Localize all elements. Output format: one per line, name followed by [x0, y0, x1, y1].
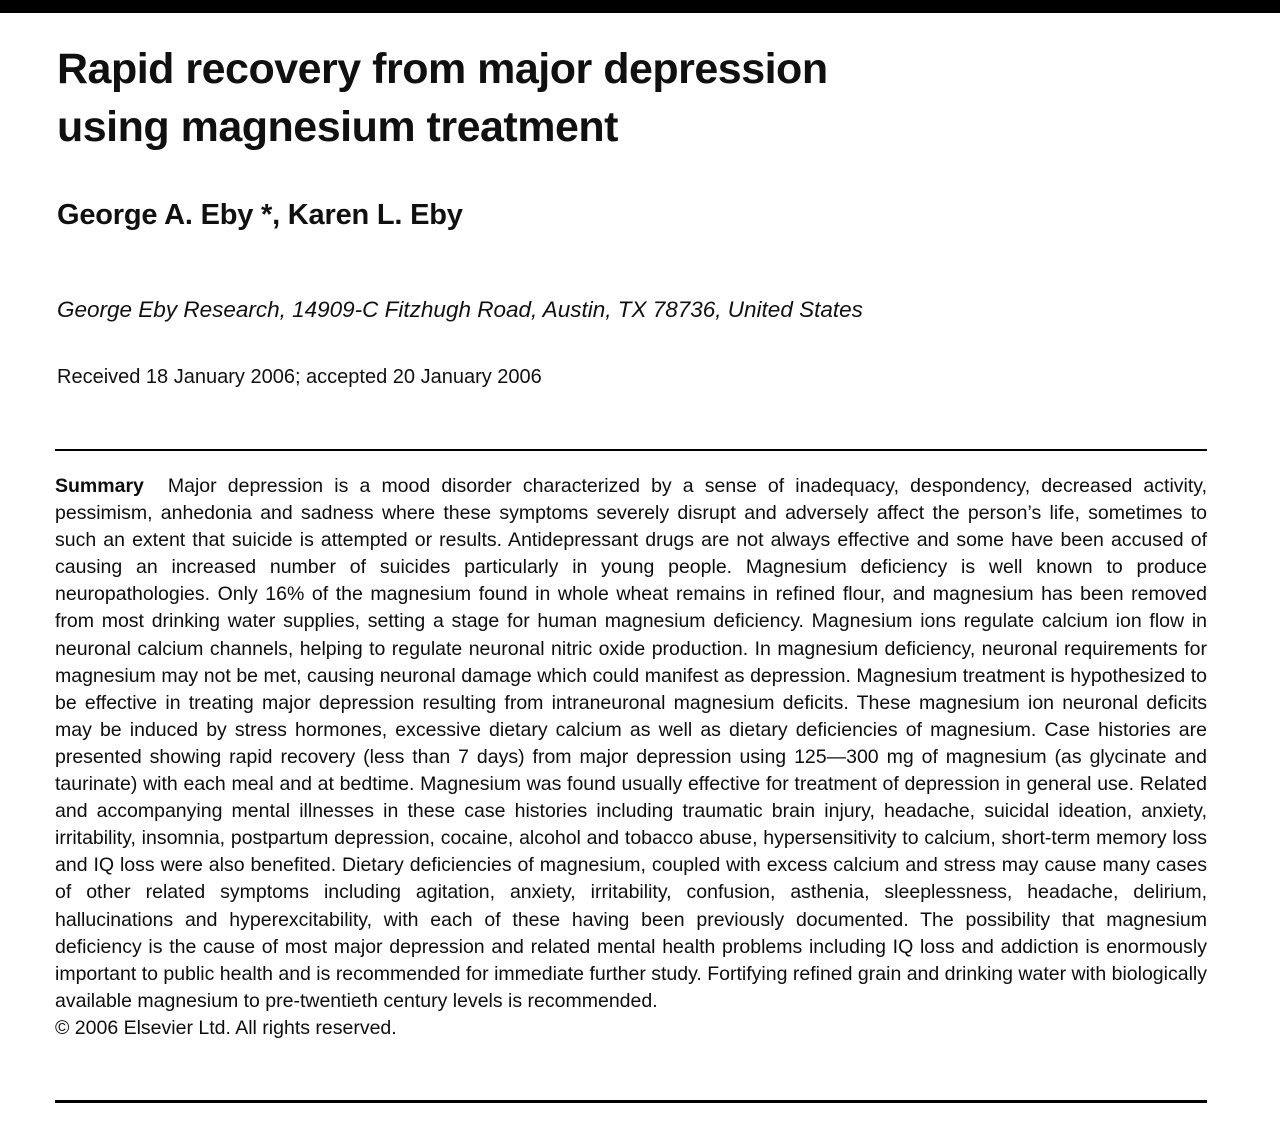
authors-line: George A. Eby *, Karen L. Eby	[57, 199, 463, 231]
abstract-section: Summary Major depression is a mood disord…	[55, 473, 1207, 1042]
top-divider-bar	[0, 0, 1280, 13]
abstract-bottom-rule	[55, 1100, 1207, 1103]
paper-title: Rapid recovery from major depression usi…	[57, 40, 1157, 156]
received-accepted-line: Received 18 January 2006; accepted 20 Ja…	[57, 366, 542, 388]
copyright-line: © 2006 Elsevier Ltd. All rights reserved…	[55, 1016, 397, 1039]
abstract-top-rule	[55, 449, 1207, 451]
paper-title-line-2: using magnesium treatment	[57, 103, 618, 151]
affiliation-line: George Eby Research, 14909-C Fitzhugh Ro…	[57, 297, 863, 322]
summary-text: Major depression is a mood disorder char…	[55, 475, 1207, 1012]
abstract-paragraph: Summary Major depression is a mood disord…	[55, 473, 1207, 1015]
paper-title-line-1: Rapid recovery from major depression	[57, 45, 828, 93]
summary-label: Summary	[55, 475, 144, 497]
